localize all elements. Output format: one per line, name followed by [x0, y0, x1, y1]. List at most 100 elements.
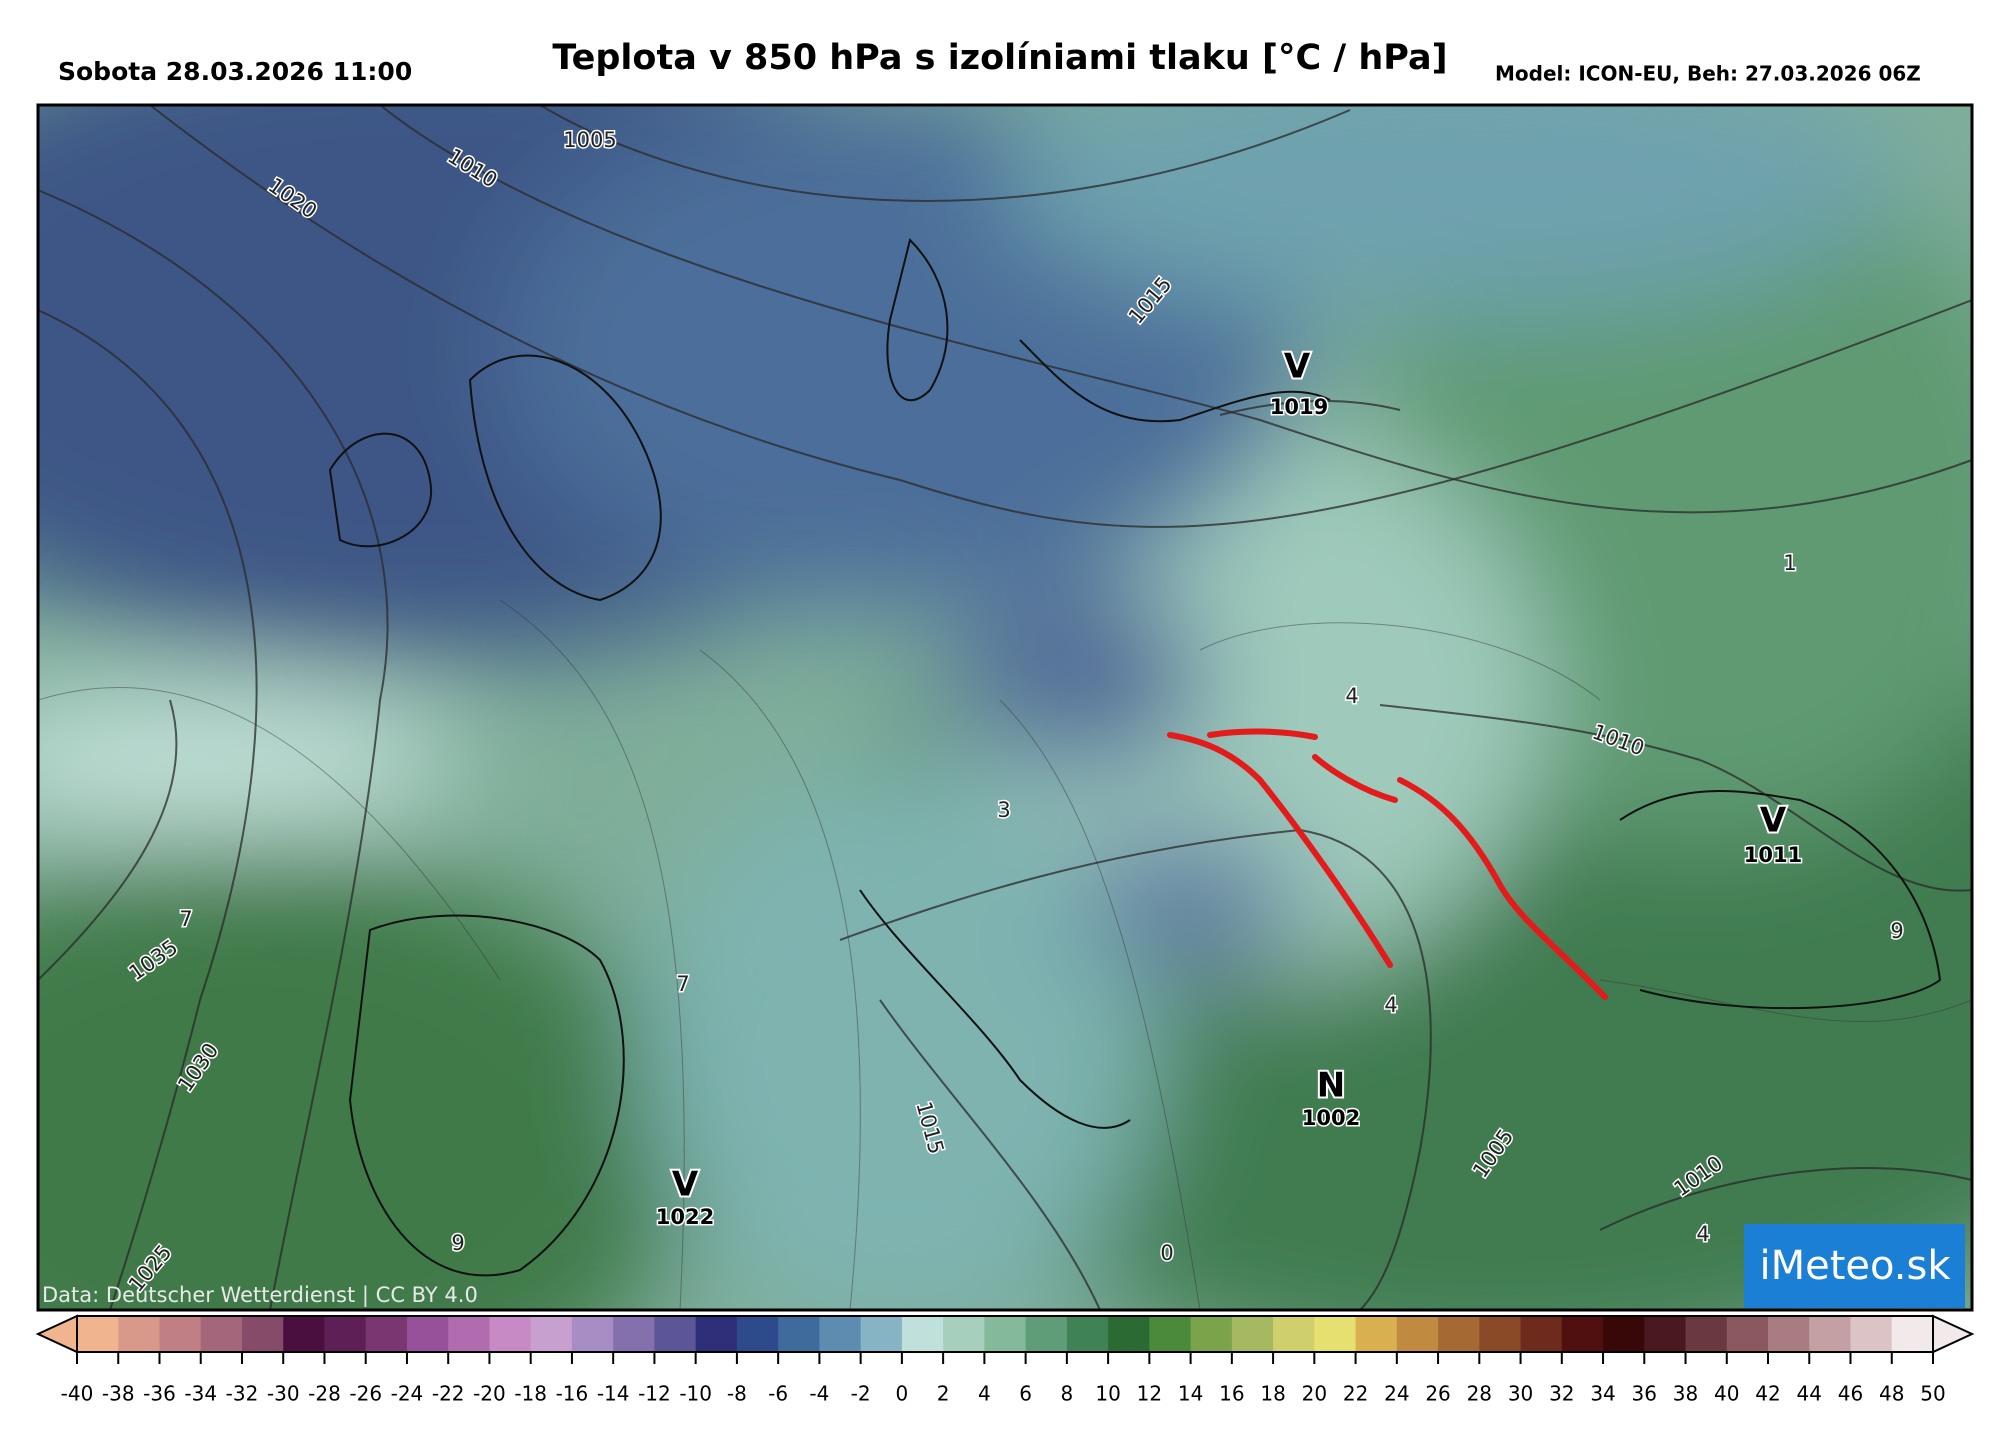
colorbar-tick-label: 30 — [1508, 1382, 1533, 1406]
colorbar-tick-label: -22 — [432, 1382, 465, 1406]
isobar-label: 7 — [676, 972, 689, 996]
colorbar-segment — [1066, 1316, 1109, 1352]
colorbar-segment — [1108, 1316, 1150, 1352]
colorbar-tick-label: -40 — [61, 1382, 94, 1406]
colorbar-arrow-right — [1932, 1314, 1975, 1354]
colorbar-segment — [1891, 1316, 1934, 1352]
colorbar-segment — [613, 1316, 655, 1352]
colorbar-tick-label: 34 — [1590, 1382, 1615, 1406]
colorbar-tick-label: 48 — [1879, 1382, 1904, 1406]
colorbar-tick-label: 8 — [1060, 1382, 1073, 1406]
isobar-label: 9 — [451, 1231, 464, 1255]
centre-pressure: 1011 — [1744, 843, 1802, 867]
colorbar-tick-label: 20 — [1302, 1382, 1327, 1406]
colorbar-tick-label: -32 — [226, 1382, 259, 1406]
colorbar-segment — [241, 1316, 284, 1352]
colorbar-segment — [1479, 1316, 1522, 1352]
colorbar-segment — [448, 1316, 490, 1352]
colorbar-tick-label: -4 — [809, 1382, 829, 1406]
isobar-label: 4 — [1384, 993, 1397, 1017]
colorbar-segment — [736, 1316, 779, 1352]
colorbar-tick-label: 6 — [1019, 1382, 1032, 1406]
map-frame — [36, 103, 1974, 1312]
centre-pressure: 1019 — [1270, 395, 1328, 419]
colorbar-tick-label: 14 — [1178, 1382, 1203, 1406]
colorbar-segment — [1025, 1316, 1068, 1352]
colorbar-tick-label: 12 — [1137, 1382, 1162, 1406]
colorbar-segment — [1231, 1316, 1274, 1352]
colorbar-segment — [1768, 1316, 1810, 1352]
colorbar-tick-label: 24 — [1384, 1382, 1409, 1406]
colorbar-tick-label: 16 — [1219, 1382, 1244, 1406]
data-credit: Data: Deutscher Wetterdienst | CC BY 4.0 — [42, 1283, 478, 1308]
colorbar-tick-label: 40 — [1714, 1382, 1739, 1406]
colorbar-tick-label: 50 — [1920, 1382, 1945, 1406]
colorbar-tick-label: 38 — [1673, 1382, 1698, 1406]
colorbar-segment — [365, 1316, 408, 1352]
isobar-label: 1005 — [563, 128, 616, 152]
colorbar-segment — [1850, 1316, 1893, 1352]
colorbar-segment — [1438, 1316, 1480, 1352]
colorbar-segment — [118, 1316, 160, 1352]
colorbar-tick-label: -16 — [556, 1382, 589, 1406]
colorbar-segment — [901, 1316, 944, 1352]
colorbar-tick-label: -28 — [308, 1382, 341, 1406]
colorbar-arrow-left — [35, 1314, 78, 1354]
colorbar-segment — [1355, 1316, 1398, 1352]
colorbar-segment — [324, 1316, 367, 1352]
colorbar: -40 -38 -36 -34 -32 -30 -28 -26 -24 -22 -20 -18 -16-… — [35, 1314, 1975, 1406]
isobar-label: 3 — [997, 798, 1010, 822]
colorbar-tick-label: -2 — [851, 1382, 871, 1406]
colorbar-segment — [1190, 1316, 1233, 1352]
colorbar-tick-label: 22 — [1343, 1382, 1368, 1406]
colorbar-segment — [489, 1316, 532, 1352]
colorbar-tick-label: -14 — [597, 1382, 630, 1406]
colorbar-segment — [200, 1316, 243, 1352]
colorbar-segment — [860, 1316, 903, 1352]
colorbar-segment — [406, 1316, 449, 1352]
colorbar-segment — [984, 1316, 1027, 1352]
colorbar-tick-label: -18 — [514, 1382, 547, 1406]
isobar-label: 4 — [1345, 684, 1358, 708]
colorbar-segment — [1726, 1316, 1769, 1352]
colorbar-segment — [943, 1316, 985, 1352]
map-title: Teplota v 850 hPa s izolíniami tlaku [°C… — [552, 38, 1447, 78]
colorbar-tick-label: 18 — [1260, 1382, 1285, 1406]
colorbar-tick-label: -20 — [473, 1382, 506, 1406]
pressure-centre: V — [672, 1165, 699, 1205]
colorbar-segment — [530, 1316, 573, 1352]
colorbar-tick-label: 28 — [1467, 1382, 1492, 1406]
colorbar-tick-label: -36 — [143, 1382, 176, 1406]
centre-pressure: 1002 — [1302, 1106, 1360, 1130]
colorbar-segment — [1520, 1316, 1563, 1352]
isobar-label: 4 — [1696, 1222, 1709, 1246]
colorbar-tick-label: 44 — [1797, 1382, 1822, 1406]
valid-time: Sobota 28.03.2026 11:00 — [58, 57, 412, 86]
colorbar-frame — [76, 1315, 1934, 1353]
colorbar-tick-label: -6 — [768, 1382, 788, 1406]
logo-box — [1744, 1224, 1965, 1308]
colorbar-tick-label: 26 — [1425, 1382, 1450, 1406]
colorbar-tick-label: 36 — [1632, 1382, 1657, 1406]
isobar-label: 9 — [1890, 919, 1903, 943]
colorbar-segment — [1685, 1316, 1728, 1352]
colorbar-segment — [1273, 1316, 1315, 1352]
isobar-label: 7 — [179, 907, 192, 931]
colorbar-tick-label: -24 — [391, 1382, 424, 1406]
colorbar-segment — [1561, 1316, 1604, 1352]
colorbar-tick-label: 4 — [978, 1382, 991, 1406]
colorbar-segment — [1396, 1316, 1439, 1352]
colorbar-segment — [571, 1316, 614, 1352]
colorbar-segment — [159, 1316, 202, 1352]
colorbar-segment — [1603, 1316, 1645, 1352]
logo: iMeteo.sk — [1759, 1243, 1951, 1289]
colorbar-segment — [654, 1316, 697, 1352]
pressure-centre: V — [1760, 801, 1787, 841]
colorbar-segment — [695, 1316, 738, 1352]
isobar-label: 1 — [1783, 551, 1796, 575]
colorbar-tick-label: -34 — [184, 1382, 217, 1406]
isobar-label: 0 — [1160, 1241, 1173, 1265]
colorbar-tick-label: 46 — [1838, 1382, 1863, 1406]
